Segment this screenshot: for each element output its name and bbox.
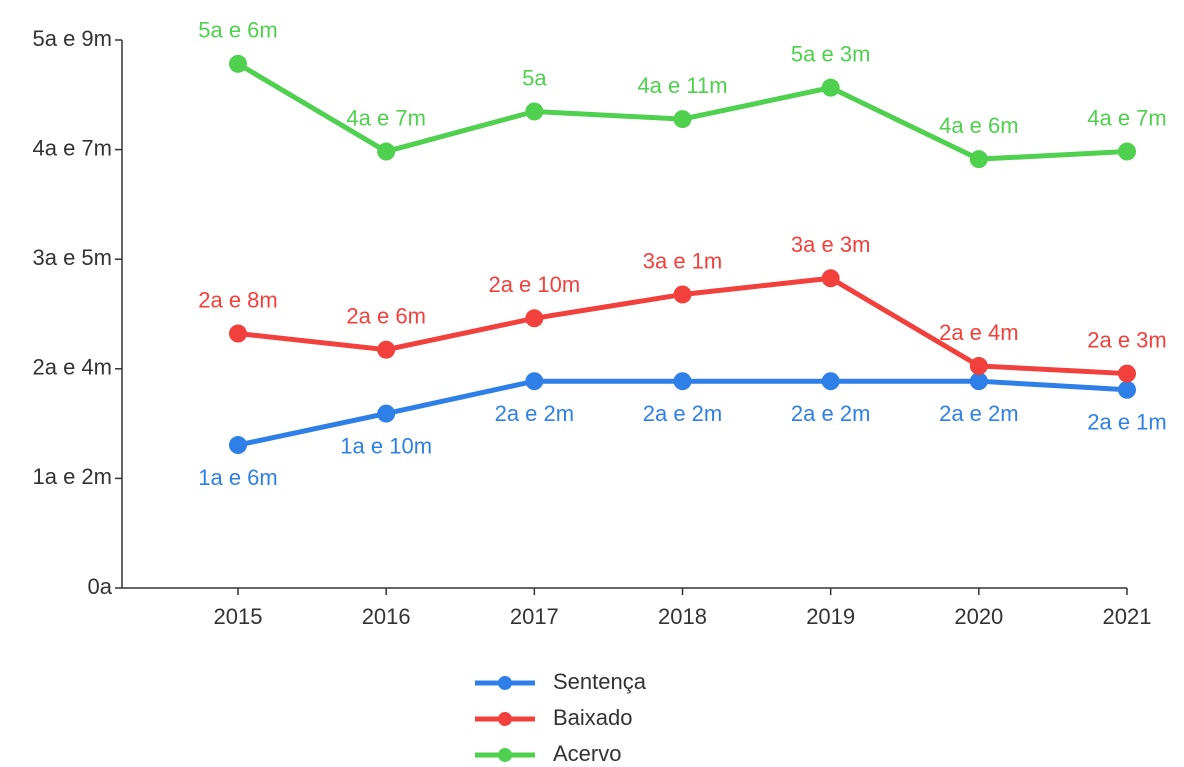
x-tick-label: 2021 [1103, 604, 1152, 629]
point [969, 150, 988, 169]
data-label: 2a e 4m [939, 320, 1019, 345]
data-label: 5a [522, 65, 547, 90]
y-tick-label: 3a e 5m [33, 245, 113, 270]
data-label: 4a e 7m [1087, 105, 1167, 130]
point [673, 372, 692, 391]
y-tick-label: 0a [88, 574, 113, 599]
point [821, 269, 840, 288]
point [229, 54, 247, 73]
data-label: 5a e 3m [791, 41, 871, 66]
data-label: 4a e 7m [346, 105, 426, 130]
point [969, 356, 988, 375]
point [1118, 142, 1136, 161]
data-label: 2a e 8m [198, 287, 278, 312]
point [377, 340, 396, 359]
data-label: 2a e 2m [495, 401, 575, 426]
y-tick-label: 5a e 9m [33, 26, 113, 51]
y-tick-label: 1a e 2m [33, 464, 113, 489]
point [1118, 380, 1136, 399]
point [229, 436, 247, 455]
data-label: 1a e 10m [340, 433, 432, 458]
point [377, 142, 396, 161]
data-label: 4a e 6m [939, 113, 1019, 138]
y-tick-label: 4a e 7m [33, 135, 113, 160]
point [525, 102, 544, 121]
x-tick-label: 2019 [806, 604, 855, 629]
legend-dot [498, 676, 512, 690]
data-label: 2a e 1m [1087, 410, 1167, 435]
data-label: 4a e 11m [637, 73, 727, 98]
point [673, 110, 692, 129]
x-tick-label: 2016 [362, 604, 411, 629]
point [377, 404, 396, 423]
y-tick-label: 2a e 4m [33, 355, 113, 380]
x-tick-label: 2017 [510, 604, 559, 629]
point [525, 372, 544, 391]
legend-dot [498, 748, 512, 762]
data-label: 2a e 3m [1087, 327, 1167, 352]
point [1118, 364, 1136, 383]
x-tick-label: 2018 [658, 604, 707, 629]
legend-label: Baixado [553, 705, 633, 730]
x-tick-label: 2015 [214, 604, 263, 629]
point [969, 372, 988, 391]
point [525, 309, 544, 328]
x-tick-label: 2020 [954, 604, 1003, 629]
data-label: 2a e 6m [346, 304, 426, 329]
legend-dot [498, 712, 512, 726]
legend-label: Sentença [553, 669, 647, 694]
legend-label: Acervo [553, 741, 621, 766]
point [673, 285, 692, 304]
data-label: 2a e 2m [939, 401, 1019, 426]
data-label: 3a e 3m [791, 232, 871, 257]
data-label: 2a e 2m [643, 401, 723, 426]
data-label: 5a e 6m [198, 18, 278, 43]
point [229, 324, 247, 343]
data-label: 1a e 6m [198, 465, 278, 490]
data-label: 2a e 2m [791, 401, 871, 426]
point [821, 78, 840, 97]
point [821, 372, 840, 391]
data-label: 3a e 1m [643, 248, 723, 273]
data-label: 2a e 10m [488, 272, 580, 297]
